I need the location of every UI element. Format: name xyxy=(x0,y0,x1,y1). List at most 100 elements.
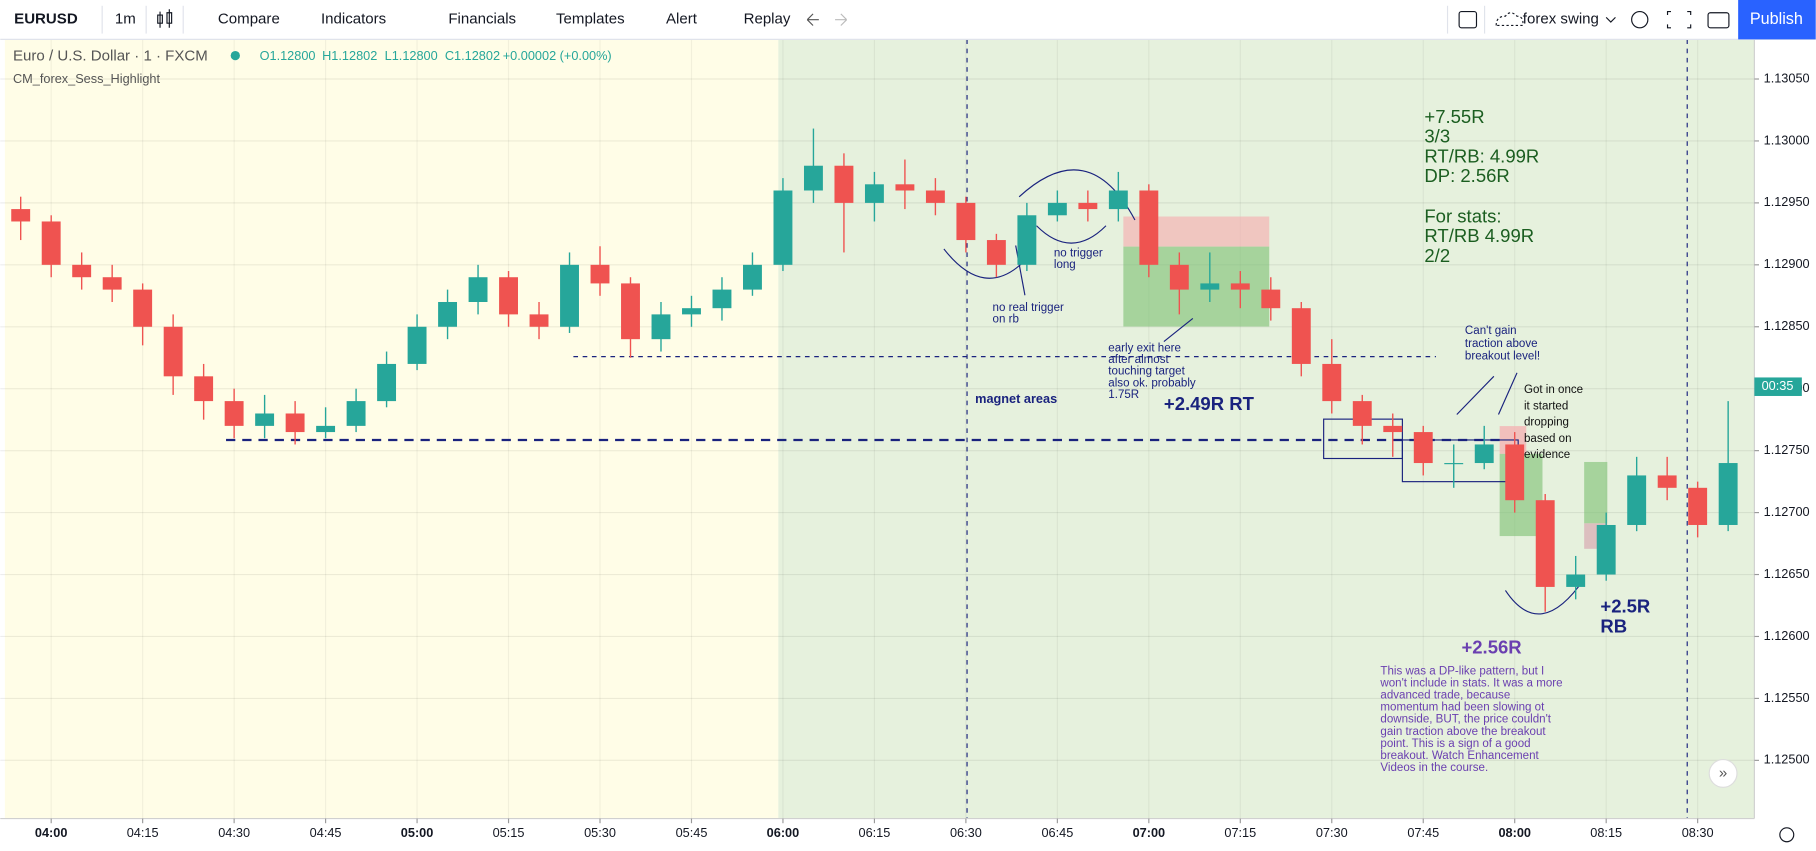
annotation: traction above xyxy=(1465,338,1538,350)
publish-button[interactable] xyxy=(1738,0,1816,40)
toolbar-button[interactable]: Indicators xyxy=(321,11,386,28)
stats-line: +7.55R xyxy=(1424,106,1484,127)
arrow xyxy=(1497,372,1518,415)
y-tick-label: 1.12900 xyxy=(1764,256,1810,271)
candle-body xyxy=(1169,264,1189,290)
y-tick-label: 1.12700 xyxy=(1764,504,1810,519)
scroll-icon[interactable]: » xyxy=(1719,764,1727,781)
x-tick-label: 04:00 xyxy=(35,825,68,840)
x-tick-label: 07:30 xyxy=(1316,825,1348,840)
annotation: Videos in the course. xyxy=(1380,762,1488,774)
x-tick-label: 07:00 xyxy=(1133,825,1166,840)
annotation: no trigger xyxy=(1054,248,1103,260)
stats-line: RT/RB: 4.99R xyxy=(1424,145,1539,166)
candle-body xyxy=(621,283,640,340)
scroll-button[interactable] xyxy=(1708,758,1738,788)
candle-body xyxy=(1261,289,1281,309)
dropdown[interactable] xyxy=(1605,16,1616,23)
stats-line: RT/RB 4.99R xyxy=(1424,225,1534,246)
chart-type-icon[interactable] xyxy=(157,9,173,28)
annotation: dropping xyxy=(1524,417,1569,429)
annotation: downside, BUT, the price couldn't xyxy=(1380,714,1551,726)
undo[interactable] xyxy=(806,13,819,26)
candle-body xyxy=(316,425,336,433)
candles xyxy=(11,128,1738,612)
publish-label[interactable]: Publish xyxy=(1750,10,1803,28)
candle-body xyxy=(925,190,945,203)
target-zone xyxy=(1584,461,1608,524)
annotation: long xyxy=(1054,259,1076,271)
candle-body xyxy=(864,184,884,203)
y-tick-label: 1.12950 xyxy=(1764,194,1810,209)
candle-body xyxy=(560,264,579,327)
settings[interactable] xyxy=(1631,10,1649,29)
toolbar-button[interactable]: Compare xyxy=(218,11,280,28)
indicator-name: CM_forex_Sess_Highlight xyxy=(13,71,161,86)
annotation: 1.75R xyxy=(1108,389,1139,401)
curve xyxy=(1036,225,1107,244)
annotation: Got in once xyxy=(1524,384,1583,396)
y-tick-label: 1.13000 xyxy=(1764,132,1810,147)
toolbar-button[interactable]: Financials xyxy=(448,11,516,28)
candle-body xyxy=(1596,524,1616,575)
candle-body xyxy=(11,209,31,222)
layout-name[interactable]: forex swing xyxy=(1523,11,1599,28)
snapshot[interactable] xyxy=(1707,12,1730,29)
candle-body xyxy=(1688,487,1708,525)
price-axis xyxy=(1754,39,1816,851)
candle-body xyxy=(743,264,762,290)
fullscreen[interactable] xyxy=(1666,10,1692,29)
toolbar-button[interactable]: Replay xyxy=(744,11,791,28)
candle-body xyxy=(194,376,214,402)
axis-settings-icon[interactable] xyxy=(1779,827,1795,843)
candle-body xyxy=(1139,190,1159,265)
y-tick-label: 1.12750 xyxy=(1764,442,1810,457)
redo[interactable] xyxy=(835,13,848,26)
candle-body xyxy=(956,202,976,241)
annotation: This was a DP-like pattern, but I xyxy=(1380,666,1544,678)
candle-body xyxy=(41,221,61,265)
toolbar-buttons: Compare Indicators Financials Templates Aler… xyxy=(218,11,791,28)
toolbar-button[interactable]: Alert xyxy=(666,11,698,28)
curve xyxy=(1504,578,1585,615)
annotation: point. This is a sign of a good xyxy=(1380,738,1530,750)
y-tick-label: 1.12500 xyxy=(1764,752,1810,767)
status-dot xyxy=(230,50,240,61)
session-asia xyxy=(4,39,779,819)
x-tick-label: 05:15 xyxy=(493,825,525,840)
candle-body xyxy=(1108,190,1128,210)
candle-body xyxy=(1444,463,1464,465)
annotation: early exit here xyxy=(1108,343,1181,355)
toolbar xyxy=(0,0,1816,40)
y-tick-label: 1.12850 xyxy=(1764,318,1810,333)
candle-body xyxy=(651,314,671,340)
legend-values: O1.12800 H1.12802 L1.12800 C1.12802 +0.00002… xyxy=(260,48,612,63)
curve xyxy=(943,248,1026,279)
interval[interactable]: 1m xyxy=(115,11,136,28)
countdown-tag xyxy=(1754,377,1802,396)
x-tick-label: 05:45 xyxy=(676,825,708,840)
layout-icon[interactable] xyxy=(1458,10,1478,29)
candle-body xyxy=(1352,401,1372,426)
countdown: 00:35 xyxy=(1762,378,1794,393)
symbol[interactable]: EURUSD xyxy=(14,11,78,28)
candle-body xyxy=(895,184,915,191)
stats-line: For stats: xyxy=(1424,206,1501,227)
session-london xyxy=(778,39,1755,819)
x-tick-label: 08:15 xyxy=(1590,825,1622,840)
candle-body xyxy=(529,314,549,327)
candle-body xyxy=(1047,202,1067,216)
arrow xyxy=(1015,245,1026,296)
annotation: gain traction above the breakout xyxy=(1380,726,1546,738)
candle-body xyxy=(1078,202,1098,210)
candle-body xyxy=(1322,363,1342,402)
legend-value: +0.00002 (+0.00%) xyxy=(503,48,612,63)
candle-body xyxy=(285,413,305,433)
candle-body xyxy=(255,413,275,426)
x-tick-label: 07:45 xyxy=(1407,825,1439,840)
candle-body xyxy=(133,289,153,327)
toolbar-button[interactable]: Templates xyxy=(556,11,625,28)
candle-body xyxy=(1627,475,1647,525)
